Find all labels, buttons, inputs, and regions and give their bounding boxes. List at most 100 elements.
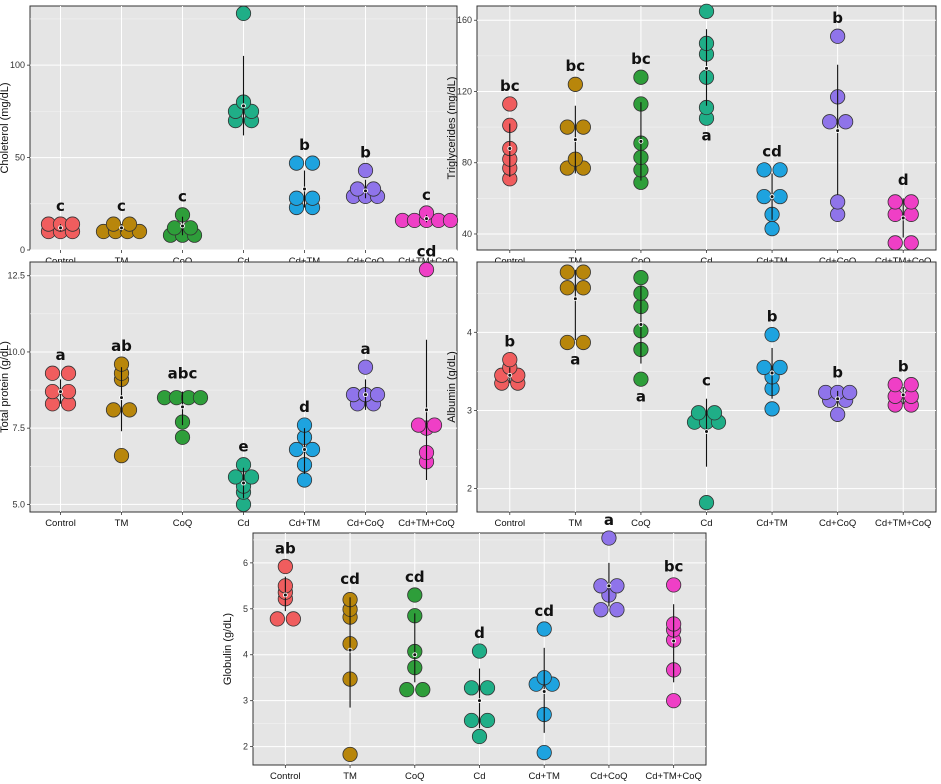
mean-marker xyxy=(639,323,643,326)
y-tick-label: 5 xyxy=(243,604,248,614)
x-tick-label: Control xyxy=(270,771,301,782)
data-point xyxy=(121,216,138,232)
data-point xyxy=(410,417,427,433)
data-point xyxy=(536,744,552,761)
mean-marker xyxy=(181,405,184,409)
data-point xyxy=(418,262,435,278)
mean-marker xyxy=(836,397,840,401)
significance-letter: cd xyxy=(762,143,782,161)
data-point xyxy=(285,611,301,627)
data-point xyxy=(756,162,772,178)
significance-letter: cd xyxy=(340,570,360,588)
x-tick-label: Cd xyxy=(473,771,485,782)
y-tick-label: 160 xyxy=(457,15,472,25)
mean-marker xyxy=(573,138,577,142)
data-point xyxy=(903,194,919,210)
mean-marker xyxy=(303,448,306,451)
mean-marker xyxy=(283,593,287,597)
mean-marker xyxy=(705,430,708,434)
significance-letter: d xyxy=(299,398,310,416)
mean-marker xyxy=(120,396,123,400)
data-point xyxy=(887,377,903,393)
data-point xyxy=(44,383,61,400)
data-point xyxy=(830,194,846,210)
data-point xyxy=(903,377,919,393)
x-tick-label: Cd+CoQ xyxy=(347,518,384,529)
data-point xyxy=(288,190,305,206)
significance-letter: cd xyxy=(417,242,437,260)
data-point xyxy=(296,472,313,488)
significance-letter: a xyxy=(636,387,646,405)
data-point xyxy=(105,216,122,232)
x-tick-label: CoQ xyxy=(405,771,425,782)
data-point xyxy=(288,155,305,171)
x-tick-label: Cd xyxy=(700,518,712,529)
data-point xyxy=(471,728,488,745)
data-point xyxy=(575,119,591,135)
significance-letter: a xyxy=(570,351,580,369)
mean-marker xyxy=(901,393,905,397)
data-point xyxy=(442,212,459,229)
x-tick-label: Control xyxy=(45,518,76,529)
x-tick-label: Cd+TM+CoQ xyxy=(645,771,702,782)
mean-marker xyxy=(573,297,577,301)
data-point xyxy=(575,334,591,351)
y-tick-label: 4 xyxy=(467,327,472,337)
significance-letter: a xyxy=(55,346,65,364)
mean-marker xyxy=(836,129,840,133)
significance-letter: abc xyxy=(168,364,198,382)
significance-letter: cd xyxy=(534,602,554,620)
data-point xyxy=(633,270,649,286)
significance-letter: bc xyxy=(500,77,520,95)
data-point xyxy=(593,602,609,618)
significance-letter: b xyxy=(832,364,843,382)
mean-marker xyxy=(607,584,611,588)
data-point xyxy=(243,469,260,485)
y-axis-label: Globulin (g/dL) xyxy=(222,613,234,685)
data-point xyxy=(536,621,552,637)
data-point xyxy=(227,469,244,485)
mean-marker xyxy=(348,648,352,652)
x-tick-label: Cd xyxy=(237,518,249,529)
y-tick-label: 50 xyxy=(15,153,25,163)
significance-letter: d xyxy=(898,171,909,189)
y-tick-label: 10.0 xyxy=(7,347,25,357)
data-point xyxy=(407,587,423,603)
y-tick-label: 2 xyxy=(243,742,248,752)
y-tick-label: 80 xyxy=(462,158,472,168)
significance-letter: bc xyxy=(664,558,684,576)
significance-letter: a xyxy=(701,126,711,144)
significance-letter: bc xyxy=(566,57,586,75)
mean-marker xyxy=(542,689,546,693)
data-point xyxy=(756,359,772,376)
significance-letter: b xyxy=(832,9,843,27)
data-point xyxy=(830,28,846,44)
panel-4: 2 3 4 Control TM CoQ Cd Cd+TM Cd+CoQ Cd+TM+CoQ Alb… xyxy=(446,261,937,529)
mean-marker xyxy=(425,217,428,221)
x-tick-label: Cd+TM+CoQ xyxy=(398,518,455,529)
mean-marker xyxy=(425,408,428,412)
data-point xyxy=(887,194,903,210)
data-point xyxy=(756,188,772,205)
data-point xyxy=(575,280,591,296)
data-point xyxy=(502,352,518,368)
data-point xyxy=(609,578,625,594)
data-point xyxy=(903,235,919,251)
y-tick-label: 40 xyxy=(462,229,472,239)
x-tick-label: Control xyxy=(494,518,525,529)
y-tick-label: 2 xyxy=(467,484,472,494)
mean-marker xyxy=(770,195,774,199)
data-point xyxy=(601,530,617,546)
data-point xyxy=(304,441,321,458)
significance-letter: a xyxy=(360,340,370,358)
mean-marker xyxy=(242,104,245,108)
y-tick-label: 4 xyxy=(243,650,248,660)
data-point xyxy=(105,402,122,418)
data-point xyxy=(838,114,854,130)
data-point xyxy=(463,712,480,729)
mean-marker xyxy=(508,373,512,377)
significance-letter: cd xyxy=(405,568,425,586)
mean-marker xyxy=(672,639,676,643)
data-point xyxy=(706,405,723,421)
